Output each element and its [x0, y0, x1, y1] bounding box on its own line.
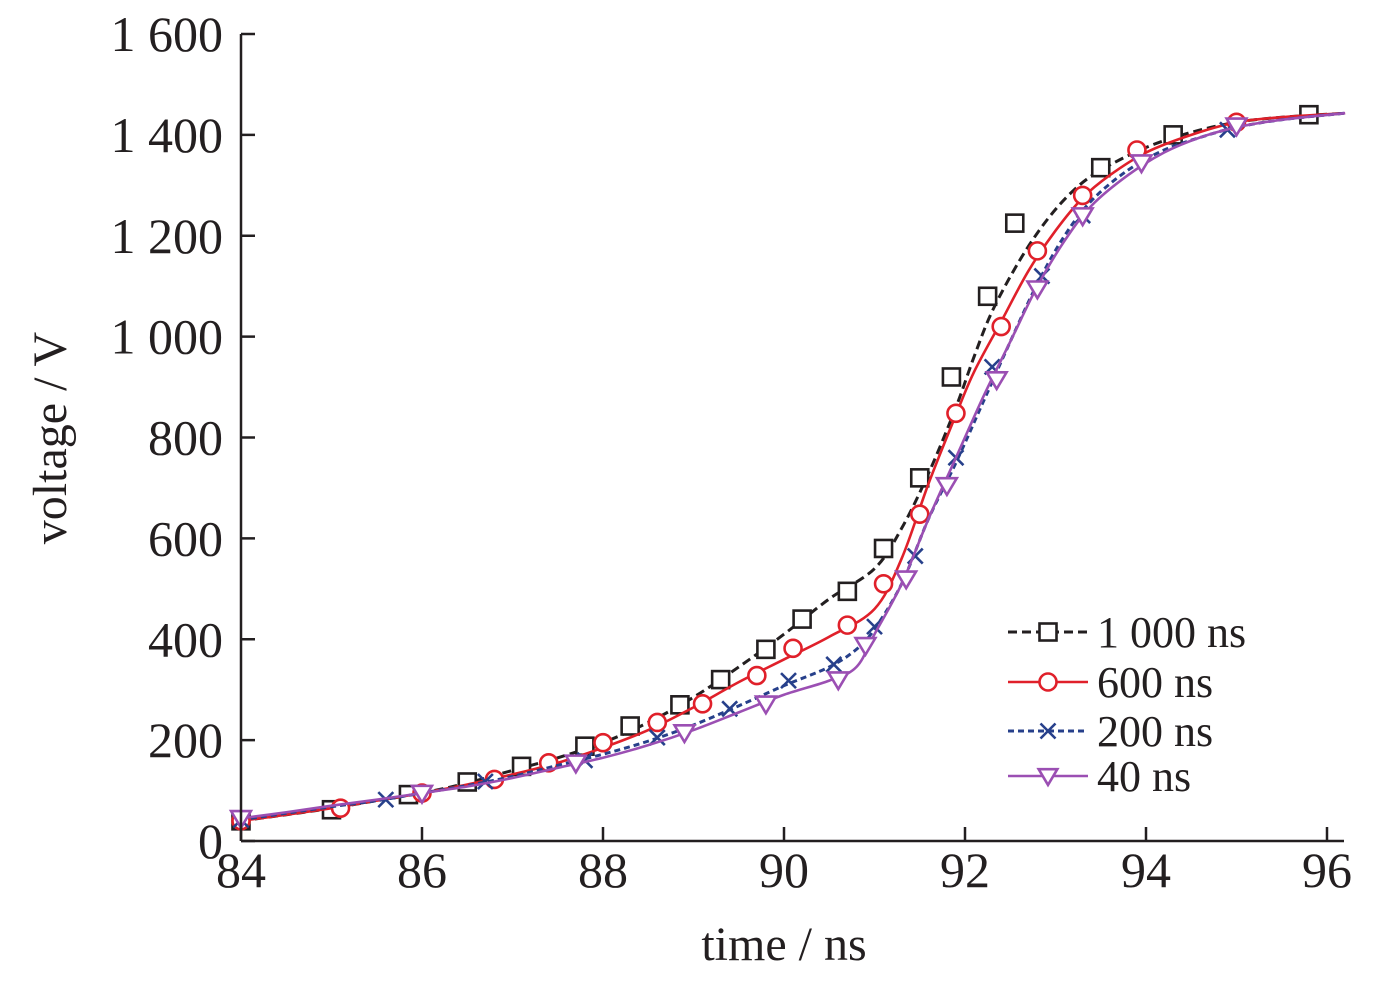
x-tick-label: 96 — [1302, 842, 1352, 898]
y-tick-label: 400 — [148, 611, 223, 667]
data-point — [909, 504, 930, 524]
axes: 0 200 400 600 800 1 000 1 200 1 400 1 600 84 86 88 9… — [111, 6, 1353, 898]
data-point — [941, 367, 962, 387]
data-point — [837, 615, 858, 635]
data-point — [1027, 241, 1048, 261]
x-tick-label: 94 — [1121, 842, 1171, 898]
data-point — [330, 798, 351, 819]
y-axis-title: voltage / V — [24, 331, 77, 544]
y-tick-label: 1 000 — [111, 309, 224, 365]
legend-marker — [1036, 767, 1060, 788]
data-point — [747, 665, 767, 686]
legend-item: 1 000 ns — [1008, 608, 1246, 657]
series-3 — [228, 111, 1346, 831]
series-layer — [228, 104, 1346, 831]
data-point — [977, 286, 998, 307]
y-tick-label: 0 — [198, 813, 223, 869]
y-tick-label: 1 400 — [111, 107, 224, 163]
y-tick-label: 200 — [148, 712, 223, 768]
data-point — [873, 538, 894, 559]
data-point — [710, 669, 731, 690]
data-point — [756, 639, 776, 660]
data-point — [538, 753, 559, 773]
data-point — [1072, 185, 1093, 206]
data-point — [946, 403, 966, 424]
data-point — [692, 694, 713, 714]
legend-marker — [1038, 622, 1058, 642]
data-point — [826, 671, 851, 692]
data-point — [672, 724, 697, 745]
ticks: 0 200 400 600 800 1 000 1 200 1 400 1 600 84 86 88 9… — [111, 6, 1353, 898]
data-point — [792, 609, 812, 629]
x-tick-label: 88 — [578, 842, 628, 898]
data-point — [825, 656, 843, 673]
data-point — [1025, 280, 1050, 301]
legend-marker — [1039, 722, 1057, 740]
data-point — [1070, 207, 1095, 228]
data-point — [476, 773, 494, 790]
data-point — [991, 316, 1012, 337]
data-point — [909, 468, 930, 488]
data-point — [1129, 154, 1154, 175]
data-point — [593, 732, 613, 753]
data-point — [1224, 117, 1249, 138]
legend-label: 1 000 ns — [1097, 608, 1246, 657]
data-point — [837, 581, 858, 602]
data-point — [783, 638, 803, 659]
series-line-1 — [240, 111, 1346, 823]
x-tick-label: 90 — [759, 842, 809, 898]
data-point — [893, 570, 919, 591]
x-tick-label: 92 — [940, 842, 990, 898]
data-point — [853, 636, 878, 658]
legend-item: 600 ns — [1008, 658, 1213, 707]
legend-marker — [1038, 672, 1058, 692]
legend-item: 40 ns — [1008, 752, 1191, 801]
data-point — [873, 573, 894, 594]
legend-label: 600 ns — [1097, 658, 1213, 707]
y-tick-label: 600 — [148, 510, 223, 566]
data-point — [1090, 157, 1111, 178]
x-tick-label: 84 — [216, 842, 266, 898]
plot-area — [228, 104, 1346, 831]
series-1 — [231, 111, 1346, 831]
x-axis-title: time / ns — [701, 918, 866, 971]
series-line-2 — [240, 111, 1346, 822]
x-tick-label: 86 — [397, 842, 447, 898]
legend-label: 40 ns — [1097, 752, 1191, 801]
legend-label: 200 ns — [1097, 707, 1213, 756]
data-point — [780, 672, 797, 690]
data-point — [1004, 213, 1025, 233]
data-point — [563, 754, 589, 775]
data-point — [647, 712, 668, 733]
data-point — [934, 476, 960, 498]
data-point — [984, 370, 1009, 392]
y-tick-label: 1 200 — [111, 208, 224, 264]
data-point — [753, 695, 779, 716]
data-point — [409, 784, 435, 806]
legend-item: 200 ns — [1008, 707, 1213, 756]
data-point — [866, 618, 883, 636]
y-tick-label: 1 600 — [111, 6, 224, 62]
data-point — [620, 716, 640, 736]
y-tick-label: 800 — [148, 410, 223, 466]
